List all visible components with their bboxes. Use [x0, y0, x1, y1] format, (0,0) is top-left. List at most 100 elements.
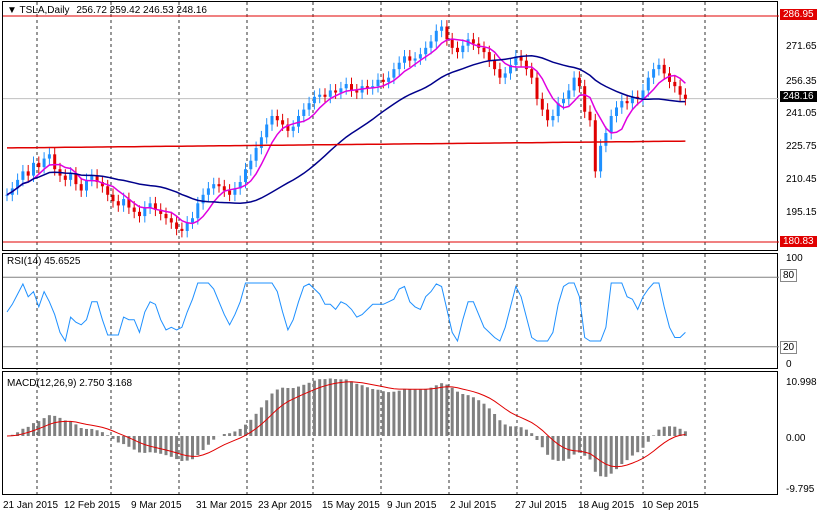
price-tick: 225.75 [786, 141, 817, 152]
macd-histogram-bar [344, 379, 348, 436]
candle-body [116, 201, 120, 206]
candle-body [217, 184, 221, 187]
macd-histogram-bar [424, 388, 428, 436]
rsi-canvas [3, 254, 779, 370]
candle-body [185, 222, 189, 231]
macd-histogram-bar [429, 387, 433, 436]
candle-body [482, 47, 486, 53]
candle-body [625, 101, 629, 104]
macd-histogram-bar [652, 435, 656, 436]
chart-menu-triangle-icon[interactable]: ▼ [7, 5, 17, 16]
candle-body [381, 79, 385, 82]
candle-body [180, 228, 184, 231]
date-label: 27 Jul 2015 [515, 500, 567, 511]
macd-histogram-bar [286, 388, 290, 436]
macd-histogram-bar [662, 426, 666, 436]
chart-title: ▼ TSLA,Daily 256.72 259.42 246.53 248.16 [7, 5, 207, 16]
candle-body [164, 213, 168, 219]
candle-body [599, 145, 603, 172]
date-label: 12 Feb 2015 [64, 500, 121, 511]
current-price-tag: 248.16 [780, 91, 817, 102]
macd-tick: 10.998 [786, 377, 817, 388]
macd-histogram-bar [281, 387, 285, 436]
rsi-level-80: 80 [780, 269, 798, 282]
rsi-level-20: 20 [780, 341, 798, 354]
candle-body [143, 207, 147, 217]
macd-histogram-bar [471, 397, 475, 436]
macd-histogram-bar [47, 415, 51, 436]
macd-histogram-bar [238, 428, 242, 436]
candle-body [265, 124, 269, 138]
date-label: 31 Mar 2015 [196, 500, 253, 511]
candle-body [434, 30, 438, 42]
candle-body [530, 69, 534, 78]
macd-histogram-bar [297, 386, 300, 436]
candle-body [493, 60, 497, 70]
macd-histogram-bar [609, 436, 613, 474]
macd-histogram-bar [206, 436, 210, 445]
candle-body [652, 69, 656, 78]
macd-histogram-bar [440, 383, 444, 436]
macd-title: MACD(12,26,9) 2.750 3.168 [7, 378, 133, 389]
candle-body [339, 88, 343, 93]
macd-canvas [6, 372, 706, 496]
macd-histogram-bar [630, 436, 634, 456]
candle-body [53, 154, 57, 170]
candle-body [630, 96, 634, 104]
macd-histogram-bar [599, 436, 603, 477]
candle-body [567, 90, 571, 99]
fast-moving-average [6, 38, 686, 225]
candle-body [471, 39, 475, 44]
candle-body [106, 186, 110, 195]
macd-histogram-bar [668, 426, 671, 436]
price-tick: 195.15 [786, 207, 817, 218]
candle-body [524, 60, 528, 70]
macd-histogram-bar [466, 395, 470, 436]
macd-histogram-bar [450, 387, 454, 436]
macd-histogram-bar [291, 388, 295, 436]
macd-histogram-bar [249, 419, 253, 436]
macd-histogram-bar [201, 436, 205, 451]
candle-body [26, 171, 30, 176]
candle-body [556, 103, 560, 116]
macd-histogram-bar [350, 381, 353, 436]
date-label: 9 Mar 2015 [131, 500, 182, 511]
macd-histogram-bar [259, 407, 263, 436]
macd-histogram-bar [85, 428, 88, 436]
candle-body [551, 115, 555, 121]
candle-body [206, 188, 210, 195]
candle-body [16, 179, 20, 189]
candle-body [233, 188, 237, 195]
candle-body [540, 98, 544, 110]
macd-histogram-bar [604, 436, 608, 477]
candle-body [153, 203, 157, 210]
macd-histogram-bar [312, 380, 316, 436]
candle-body [355, 90, 359, 93]
rsi-tick: 0 [786, 359, 792, 370]
macd-pane[interactable]: MACD(12,26,9) 2.750 3.168 [2, 371, 778, 496]
price-chart-pane[interactable]: ▼ TSLA,Daily 256.72 259.42 246.53 248.16 [2, 1, 779, 252]
macd-histogram-bar [413, 389, 417, 436]
candle-body [32, 162, 35, 176]
candle-body [593, 120, 597, 172]
candle-body [572, 77, 576, 91]
candle-body [127, 199, 131, 208]
candle-body [122, 199, 126, 206]
macd-histogram-bar [132, 436, 136, 450]
candle-body [514, 56, 518, 65]
macd-histogram-bar [625, 436, 629, 461]
candle-body [196, 203, 200, 219]
macd-histogram-bar [620, 436, 624, 465]
macd-histogram-bar [646, 436, 650, 442]
candle-body [323, 94, 327, 97]
rsi-pane[interactable]: RSI(14) 45.6525 [2, 253, 779, 370]
ohlc-values: 256.72 259.42 246.53 248.16 [76, 5, 207, 16]
candle-body [312, 96, 316, 104]
candle-body [132, 207, 136, 212]
candle-body [577, 77, 581, 87]
macd-histogram-bar [461, 394, 465, 436]
candle-body [318, 94, 322, 97]
candle-body [259, 137, 263, 148]
candle-body [408, 56, 412, 61]
macd-histogram-bar [233, 431, 237, 436]
